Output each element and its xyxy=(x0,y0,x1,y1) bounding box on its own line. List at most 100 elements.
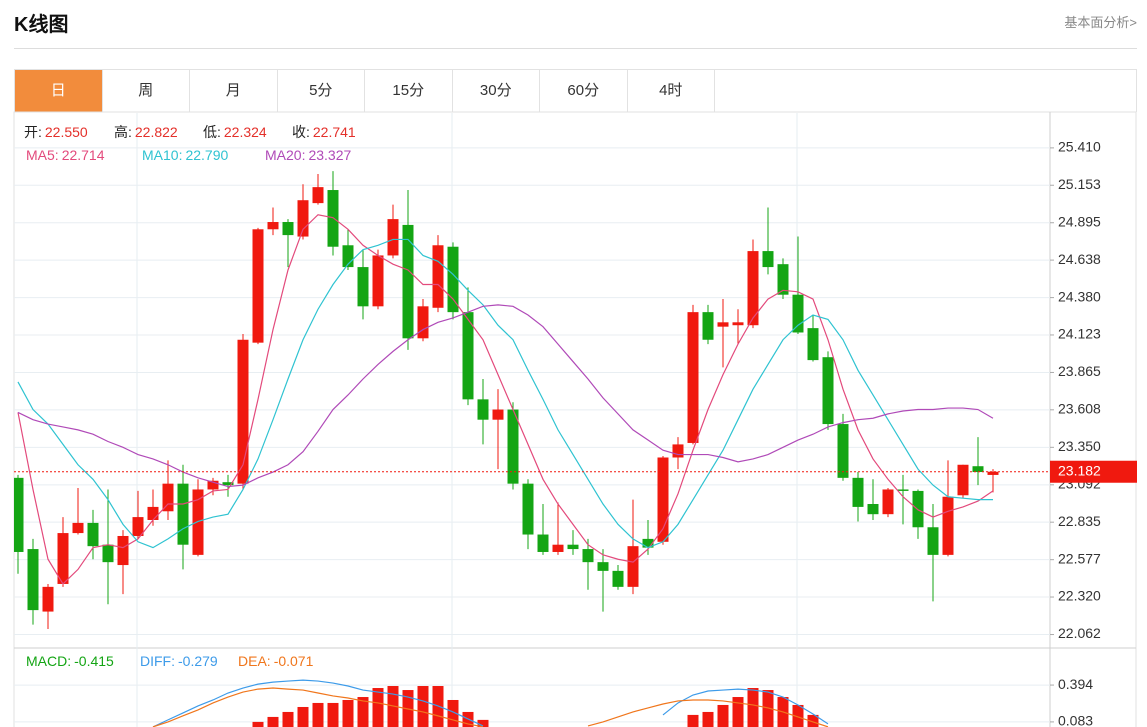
macd-bar xyxy=(327,702,339,727)
macd-bar xyxy=(252,721,264,727)
candle-body xyxy=(882,489,894,515)
macd-bar xyxy=(717,704,729,727)
macd-bar xyxy=(372,688,384,727)
candle-body xyxy=(672,444,684,458)
candle-body xyxy=(867,504,879,515)
candle-body xyxy=(297,200,309,237)
macd-bar xyxy=(702,711,714,727)
candle-body xyxy=(522,483,534,535)
candle-body xyxy=(642,538,654,548)
y-tick-label: 23.865 xyxy=(1058,363,1101,379)
candle-body xyxy=(417,306,429,339)
macd-bar xyxy=(477,719,489,727)
candle-body xyxy=(192,489,204,555)
candle-body xyxy=(927,527,939,555)
candle-body xyxy=(312,187,324,204)
candle-body xyxy=(267,222,279,230)
period-tab[interactable]: 周 xyxy=(103,70,190,112)
y-tick-label: 22.062 xyxy=(1058,625,1101,641)
y-tick-label: 22.835 xyxy=(1058,513,1101,529)
candle-body xyxy=(687,312,699,443)
last-price-box xyxy=(1050,460,1137,483)
y-tick-label: 0.394 xyxy=(1058,676,1093,692)
candle-body xyxy=(177,483,189,545)
line xyxy=(152,679,484,727)
candle-body xyxy=(462,312,474,400)
candle-body xyxy=(957,464,969,496)
period-tab[interactable]: 60分 xyxy=(540,70,628,112)
legend-label: 收: xyxy=(292,124,310,140)
candle-body xyxy=(477,399,489,420)
line xyxy=(152,687,484,727)
candle-body xyxy=(852,477,864,507)
period-tab[interactable]: 日 xyxy=(15,70,103,112)
candle-body xyxy=(762,251,774,268)
candle-body xyxy=(837,424,849,478)
period-tab[interactable]: 5分 xyxy=(278,70,365,112)
candle-body xyxy=(597,562,609,571)
candle-body xyxy=(42,586,54,612)
legend-value: 22.741 xyxy=(313,124,356,140)
legend-value: 22.714 xyxy=(62,147,105,163)
legend-value: -0.415 xyxy=(74,653,114,669)
legend-entry: 低: 22.324 xyxy=(203,124,267,140)
candle-body xyxy=(237,339,249,484)
macd-bar xyxy=(447,699,459,727)
legend-label: MA10: xyxy=(142,147,182,163)
y-tick-label: 24.380 xyxy=(1058,288,1101,304)
divider xyxy=(14,48,1137,49)
candle-body xyxy=(492,409,504,420)
line xyxy=(17,214,994,585)
legend-entry: MACD: -0.415 xyxy=(26,653,114,669)
candle-body xyxy=(942,496,954,555)
y-tick-label: 23.350 xyxy=(1058,438,1101,454)
candle-body xyxy=(162,483,174,512)
period-tab[interactable]: 月 xyxy=(190,70,278,112)
line xyxy=(587,699,829,727)
candle-body xyxy=(117,535,129,566)
candle-body xyxy=(87,522,99,547)
candle-body xyxy=(342,245,354,268)
candle-body xyxy=(222,482,234,486)
y-tick-label: 23.608 xyxy=(1058,401,1101,417)
candle-body xyxy=(612,570,624,587)
line xyxy=(662,688,829,725)
period-tab[interactable]: 15分 xyxy=(365,70,453,112)
candle-body xyxy=(102,544,114,563)
legend-value: 22.790 xyxy=(185,147,228,163)
legend-label: 高: xyxy=(114,124,132,140)
line xyxy=(17,238,993,549)
candle-body xyxy=(447,246,459,313)
legend-entry: 高: 22.822 xyxy=(114,124,178,140)
legend-entry: 开: 22.550 xyxy=(24,124,88,140)
macd-bar xyxy=(732,697,744,727)
candle-body xyxy=(987,471,999,475)
candle-body xyxy=(372,255,384,307)
candle-body xyxy=(27,549,39,611)
macd-bar xyxy=(687,714,699,727)
legend-entry: DIFF: -0.279 xyxy=(140,653,218,669)
legend-value: -0.279 xyxy=(178,653,218,669)
candle-body xyxy=(57,533,69,584)
candle-body xyxy=(777,264,789,295)
candle-body xyxy=(627,546,639,587)
macd-bar xyxy=(792,704,804,727)
y-tick-label: 24.638 xyxy=(1058,251,1101,267)
macd-bar xyxy=(417,686,429,727)
macd-bar xyxy=(282,711,294,727)
candle-body xyxy=(207,480,219,490)
legend-label: DIFF: xyxy=(140,653,175,669)
legend-entry: DEA: -0.071 xyxy=(238,653,314,669)
page-title: K线图 xyxy=(14,14,69,36)
legend-entry: 收: 22.741 xyxy=(292,124,356,140)
legend-entry: MA10: 22.790 xyxy=(142,147,229,163)
legend-label: MA20: xyxy=(265,147,305,163)
fundamentals-link[interactable]: 基本面分析> xyxy=(1064,15,1137,30)
legend-label: 低: xyxy=(203,124,221,140)
period-tab[interactable]: 30分 xyxy=(453,70,540,112)
period-tab[interactable]: 4时 xyxy=(628,70,715,112)
candle-body xyxy=(357,267,369,307)
legend-label: 开: xyxy=(24,124,42,140)
legend-value: 22.324 xyxy=(224,124,267,140)
